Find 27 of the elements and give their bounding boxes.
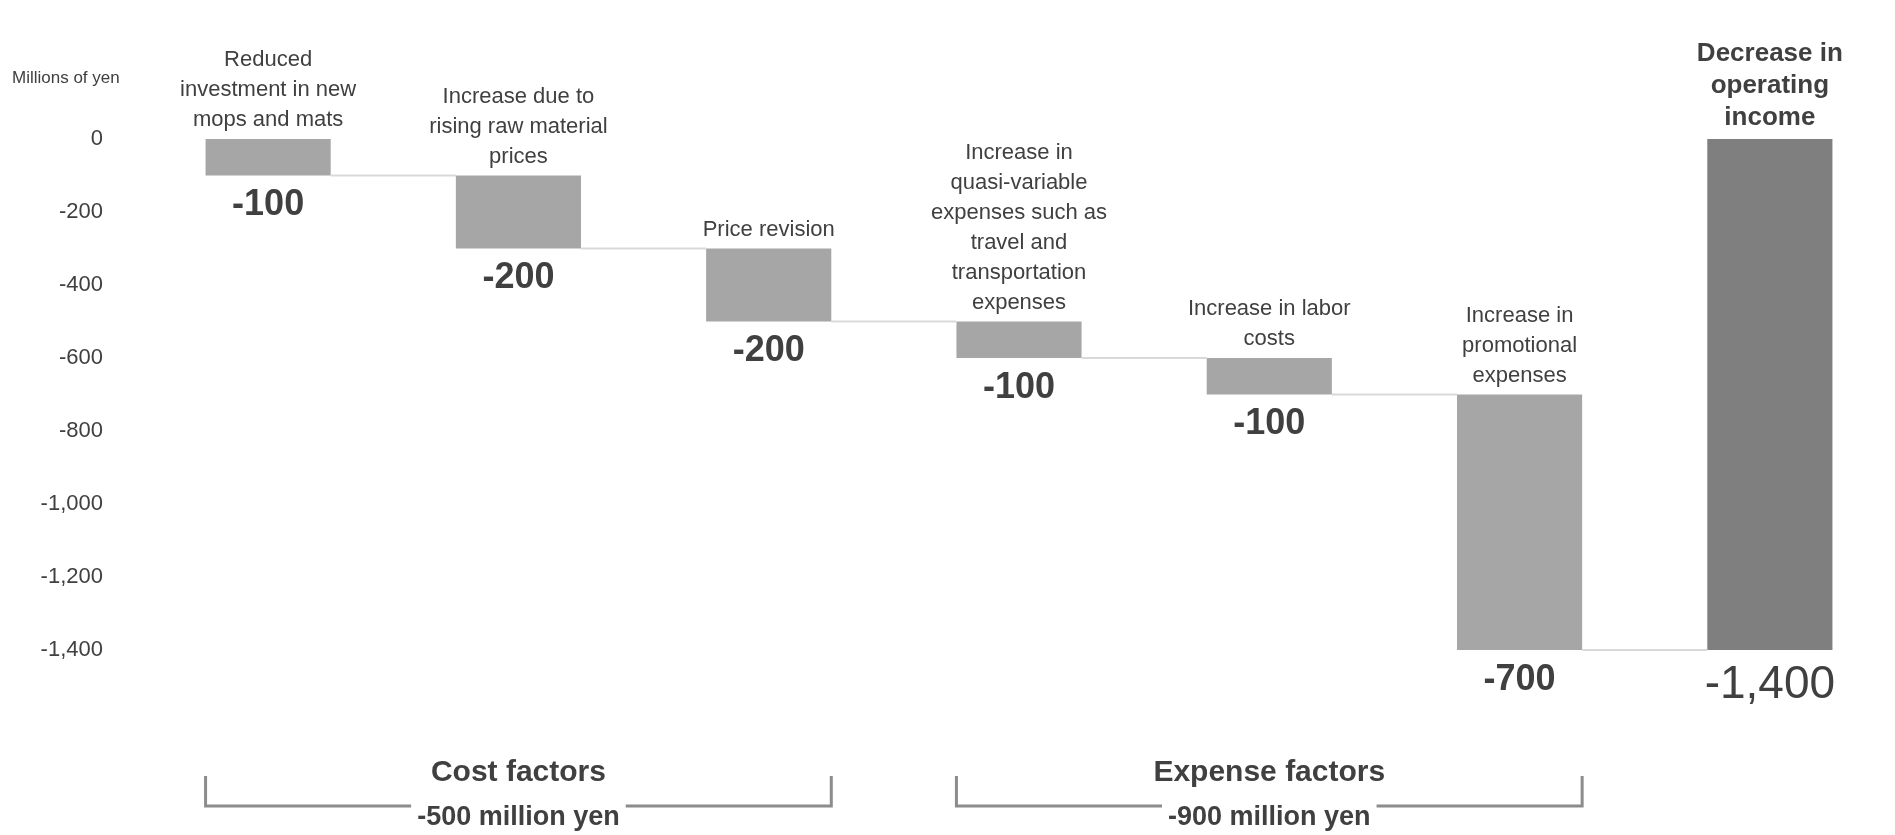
y-tick-label: -1,000 <box>40 490 103 516</box>
x-tick-label: Price revision <box>702 215 835 241</box>
y-axis-title: Millions of yen <box>12 67 120 87</box>
text: -900 million yen <box>1168 801 1371 832</box>
data-label: -200 <box>732 328 805 370</box>
text: Expense factors <box>1153 754 1386 788</box>
data-label: -700 <box>1483 656 1556 698</box>
y-tick-label: -800 <box>58 417 103 443</box>
data-label: -200 <box>482 255 555 297</box>
x-tick-label: Increase due to rising raw material prices <box>429 82 608 168</box>
data-label: -100 <box>982 364 1056 406</box>
x-tick-label: Increase in promotional expenses <box>1462 301 1578 387</box>
text: -500 million yen <box>417 801 620 832</box>
x-tick-label: Decrease in operating income <box>1696 37 1843 132</box>
data-label: -1,400 <box>1704 655 1836 708</box>
y-tick-label: -400 <box>58 271 103 297</box>
text: Cost factors <box>430 754 606 788</box>
data-label: -100 <box>232 182 305 224</box>
x-tick-label: Increase in labor costs <box>1187 295 1351 351</box>
x-tick-label: Increase in quasi-variable expenses such as travel and transportation expenses <box>930 138 1108 314</box>
y-tick-label: -1,200 <box>40 563 103 589</box>
y-tick-label: -200 <box>58 198 103 224</box>
y-tick-label: 0 <box>90 125 103 151</box>
y-tick-label: -1,400 <box>40 636 103 662</box>
data-label: -100 <box>1233 401 1306 443</box>
x-tick-label: Reduced investment in new mops and mats <box>180 46 357 132</box>
y-tick-label: -600 <box>58 344 103 370</box>
